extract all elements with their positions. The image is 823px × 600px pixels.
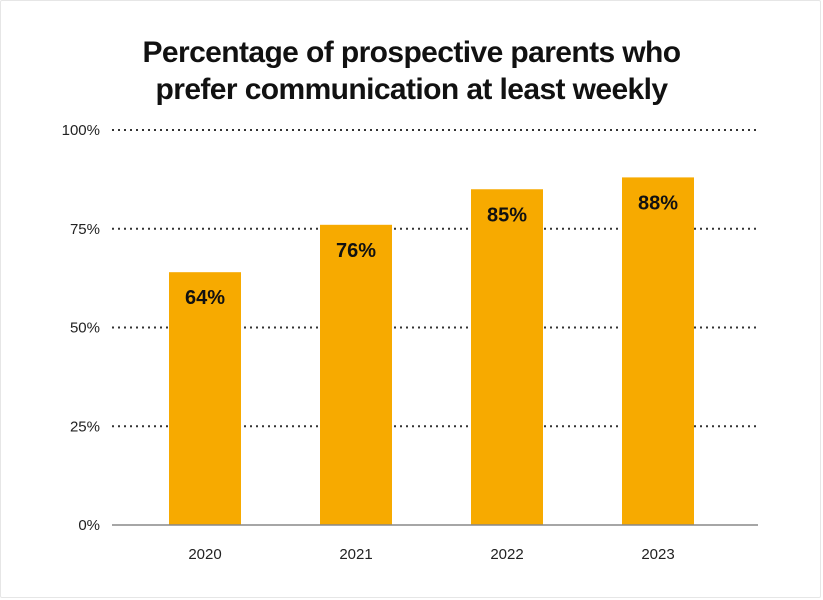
bar — [471, 189, 543, 525]
bar-value-label: 88% — [638, 192, 678, 214]
bar-data-labels: 64% 76% 85% 88% — [185, 192, 678, 309]
bar-value-label: 85% — [487, 204, 527, 226]
bar-value-label: 76% — [336, 240, 376, 262]
y-tick-label: 25% — [70, 418, 100, 435]
x-tick-label: 2021 — [339, 546, 372, 563]
chart-title: Percentage of prospective parents who pr… — [0, 34, 823, 108]
x-tick-label: 2023 — [641, 546, 674, 563]
x-axis-tick-labels: 2020 2021 2022 2023 — [188, 546, 674, 563]
y-tick-label: 0% — [78, 517, 100, 534]
bar — [320, 224, 392, 526]
y-tick-label: 75% — [70, 221, 100, 238]
bar — [169, 272, 241, 525]
y-tick-label: 100% — [62, 122, 100, 139]
bar — [622, 177, 694, 525]
y-tick-label: 50% — [70, 320, 100, 337]
chart-title-line-1: Percentage of prospective parents who — [142, 36, 682, 69]
y-axis-tick-labels: 0% 25% 50% 75% 100% — [62, 122, 100, 534]
x-tick-label: 2022 — [490, 546, 523, 563]
bar-value-label: 64% — [185, 287, 225, 309]
bars — [169, 177, 694, 526]
chart-title-line-2: prefer communication at least weekly — [155, 73, 669, 106]
x-tick-label: 2020 — [188, 546, 221, 563]
